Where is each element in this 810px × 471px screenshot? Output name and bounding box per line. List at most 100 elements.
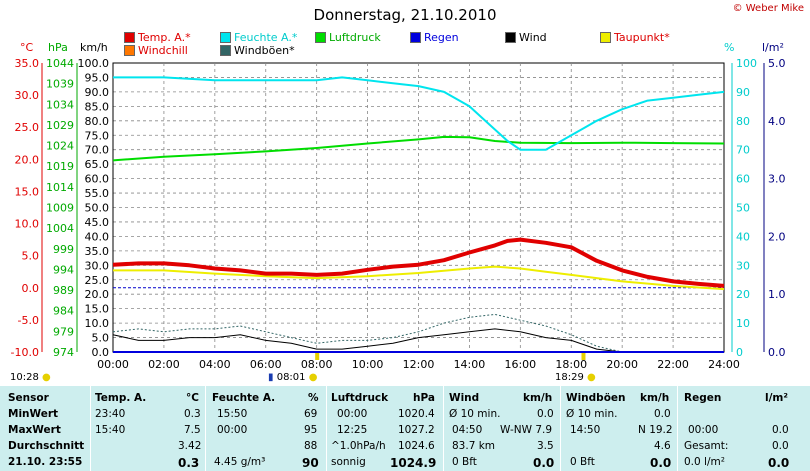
sunset: 18:29 ● (555, 372, 596, 383)
y-tick-label-wind: 5.0 (92, 332, 110, 345)
y-tick-label-wind: 85.0 (85, 100, 110, 113)
chart-title: Donnerstag, 21.10.2010 (313, 6, 497, 24)
header-humidity-unit: % (308, 392, 319, 404)
current-hum: 90 (302, 456, 319, 470)
avg-wind-time: 83.7 km (452, 440, 496, 452)
y-tick-label-pressure: 1039 (46, 78, 74, 91)
legend-swatch (315, 32, 326, 43)
y-tick-label-pressure: 1029 (46, 119, 74, 132)
legend-rain: Regen (410, 31, 459, 44)
min-temp: 0.3 (184, 408, 201, 420)
legend-swatch (124, 32, 135, 43)
y-tick-label-wind: 65.0 (85, 158, 110, 171)
y-tick-label-temp: 25.0 (15, 121, 40, 134)
y-tick-label-humidity: 90 (736, 86, 750, 99)
min-pres-time: 00:00 (337, 408, 368, 420)
y-tick-label-humidity: 100 (736, 57, 757, 70)
y-tick-label-wind: 10.0 (85, 317, 110, 330)
x-tick-label: 14:00 (454, 358, 486, 371)
max-rain: 0.0 (772, 424, 789, 436)
max-rain-time: 00:00 (688, 424, 719, 436)
y-tick-label-temp: 10.0 (15, 218, 40, 231)
legend-swatch (410, 32, 421, 43)
y-tick-label-rain: 4.0 (768, 115, 786, 128)
avg-gust: 4.6 (654, 440, 671, 452)
y-tick-label-wind: 0.0 (92, 346, 110, 359)
current-hum-abs: 4.45 g/m³ (214, 456, 266, 468)
row-min-label: MinWert (8, 408, 59, 420)
x-tick-label: 22:00 (657, 358, 689, 371)
legend-swatch (220, 32, 231, 43)
unit-temp: °C (20, 41, 34, 54)
y-tick-label-pressure: 1024 (46, 140, 74, 153)
legend-windchill: Windchill (124, 44, 188, 57)
min-gust-time: Ø 10 min. (566, 408, 618, 420)
y-tick-label-pressure: 1009 (46, 202, 74, 215)
max-temp-time: 15:40 (95, 424, 126, 436)
current-weather: sonnig (331, 456, 366, 468)
current-rain-total: 0.0 l/m² (684, 456, 725, 468)
header-humidity: Feuchte A. (212, 392, 276, 404)
y-tick-label-pressure: 1034 (46, 98, 74, 111)
header-pressure-unit: hPa (413, 392, 435, 404)
y-tick-label-rain: 1.0 (768, 288, 786, 301)
min-gust: 0.0 (654, 408, 671, 420)
min-hum-time: 15:50 (217, 408, 248, 420)
avg-pres-time: ^1.0hPa/h (331, 440, 386, 452)
legend-swatch (600, 32, 611, 43)
y-tick-label-humidity: 40 (736, 230, 750, 243)
y-tick-label-wind: 70.0 (85, 144, 110, 157)
y-tick-label-pressure: 999 (53, 243, 74, 256)
x-tick-label: 00:00 (97, 358, 129, 371)
weather-chart: 00:00 02:00 04:00 06:00 08:00 10:00 12:00 14:00… (11, 57, 786, 371)
legend-gusts: Windböen* (220, 44, 295, 57)
y-tick-label-humidity: 10 (736, 317, 750, 330)
y-tick-label-pressure: 1004 (46, 222, 74, 235)
max-hum-time: 00:00 (217, 424, 248, 436)
max-hum: 95 (304, 424, 318, 436)
y-tick-label-pressure: 979 (53, 325, 74, 338)
row-avg-label: Durchschnitt (8, 440, 85, 452)
y-tick-label-temp: 20.0 (15, 153, 40, 166)
y-tick-label-temp: 5.0 (22, 250, 40, 263)
y-tick-label-wind: 75.0 (85, 129, 110, 142)
max-temp: 7.5 (184, 424, 201, 436)
x-tick-label: 02:00 (148, 358, 180, 371)
x-tick-label: 24:00 (708, 358, 740, 371)
min-temp-time: 23:40 (95, 408, 126, 420)
y-tick-label-wind: 40.0 (85, 230, 110, 243)
y-tick-label-temp: 30.0 (15, 89, 40, 102)
y-tick-label-pressure: 1044 (46, 57, 74, 70)
y-tick-label-humidity: 60 (736, 173, 750, 186)
header-wind: Wind (449, 392, 480, 404)
max-pres-time: 12:25 (337, 424, 368, 436)
min-wind-time: Ø 10 min. (449, 408, 501, 420)
y-tick-label-wind: 30.0 (85, 259, 110, 272)
legend-temp: Temp. A.* (124, 31, 191, 44)
y-tick-label-wind: 35.0 (85, 245, 110, 258)
legend-dewpoint: Taupunkt* (600, 31, 670, 44)
series-tempa (112, 237, 725, 288)
y-tick-label-pressure: 994 (53, 263, 74, 276)
current-pres: 1024.9 (390, 456, 437, 470)
y-tick-label-humidity: 30 (736, 259, 750, 272)
header-rain-unit: l/m² (765, 392, 788, 404)
y-tick-label-wind: 50.0 (85, 202, 110, 215)
y-tick-label-temp: -10.0 (11, 346, 39, 359)
statistics-table: Sensor Temp. A. °C Feuchte A. % Luftdruc… (0, 386, 810, 471)
current-wind: 0.0 (533, 456, 555, 470)
current-gust: 0.0 (650, 456, 672, 470)
avg-wind: 3.5 (537, 440, 554, 452)
min-pres: 1020.4 (398, 408, 435, 420)
y-tick-label-wind: 25.0 (85, 274, 110, 287)
legend-swatch (124, 45, 135, 56)
min-hum: 69 (304, 408, 318, 420)
y-tick-label-temp: 35.0 (15, 57, 40, 70)
max-wind-time: 04:50 (452, 424, 483, 436)
y-tick-label-humidity: 20 (736, 288, 750, 301)
current-gust-bft: 0 Bft (570, 456, 595, 468)
y-tick-label-rain: 2.0 (768, 230, 786, 243)
y-tick-label-wind: 55.0 (85, 187, 110, 200)
row-max-label: MaxWert (8, 424, 61, 436)
header-temp: Temp. A. (95, 392, 147, 404)
